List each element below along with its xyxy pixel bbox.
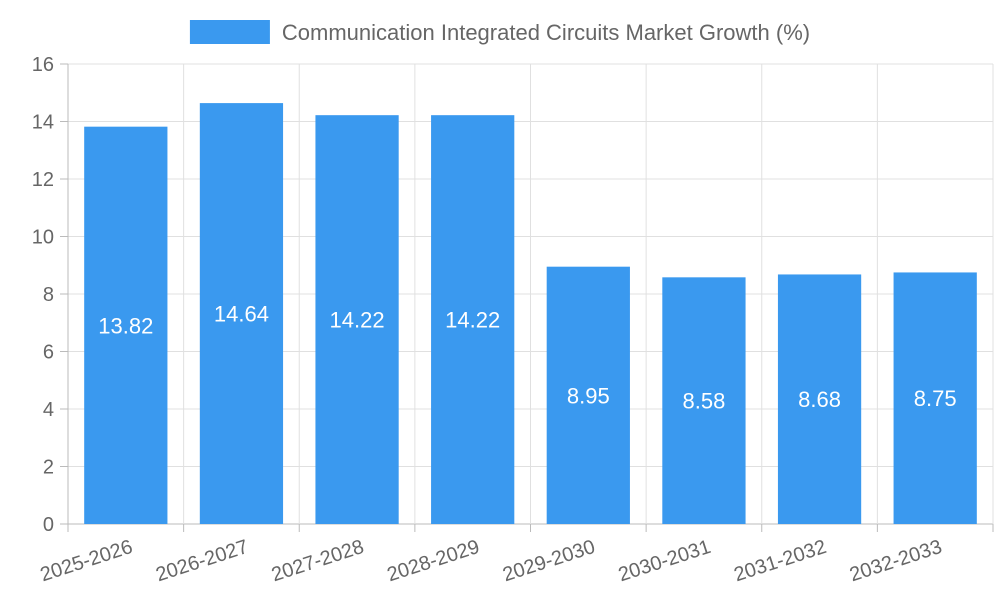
bar-value-label: 14.64 xyxy=(214,302,269,327)
bar-value-label: 8.75 xyxy=(914,386,957,411)
x-tick-label: 2026-2027 xyxy=(153,536,251,586)
legend-label[interactable]: Communication Integrated Circuits Market… xyxy=(282,20,810,45)
x-tick-label: 2027-2028 xyxy=(269,536,367,586)
y-tick-label: 10 xyxy=(32,227,54,249)
bar-2025-2026[interactable] xyxy=(84,126,168,525)
bar-value-label: 14.22 xyxy=(445,308,500,333)
bar-2026-2027[interactable] xyxy=(199,103,284,524)
x-tick-label: 2029-2030 xyxy=(500,536,598,586)
y-tick-label: 14 xyxy=(32,112,54,134)
legend[interactable]: Communication Integrated Circuits Market… xyxy=(189,20,810,45)
x-tick-label: 2030-2031 xyxy=(616,536,714,586)
y-tick-label: 0 xyxy=(43,514,54,536)
y-tick-label: 8 xyxy=(43,284,54,306)
bar-value-label: 8.68 xyxy=(798,387,841,412)
bar-value-label: 8.95 xyxy=(567,383,610,408)
bar-2027-2028[interactable] xyxy=(315,115,399,525)
bar-2028-2029[interactable] xyxy=(431,115,515,525)
bar-2031-2032[interactable] xyxy=(777,274,862,524)
y-tick-label: 6 xyxy=(43,342,54,364)
y-tick-label: 4 xyxy=(43,399,54,421)
bars-layer: 13.82 14.64 14.22 14.22 8.95 8.58 8.68 8.75 xyxy=(84,103,977,525)
bar-value-label: 8.58 xyxy=(683,389,726,414)
x-tick-label: 2032-2033 xyxy=(847,536,945,586)
bar-2032-2033[interactable] xyxy=(893,272,977,524)
y-tick-label: 16 xyxy=(32,54,54,76)
y-tick-label: 12 xyxy=(32,169,54,191)
bar-2029-2030[interactable] xyxy=(546,266,630,524)
legend-swatch[interactable] xyxy=(189,20,270,44)
x-tick-label: 2025-2026 xyxy=(38,536,136,586)
bar-value-label: 13.82 xyxy=(98,313,153,338)
bar-2030-2031[interactable] xyxy=(662,277,746,524)
x-tick-label: 2028-2029 xyxy=(384,536,482,586)
bar-value-label: 14.22 xyxy=(330,308,385,333)
x-tick-label: 2031-2032 xyxy=(731,536,829,586)
y-tick-label: 2 xyxy=(43,457,54,479)
